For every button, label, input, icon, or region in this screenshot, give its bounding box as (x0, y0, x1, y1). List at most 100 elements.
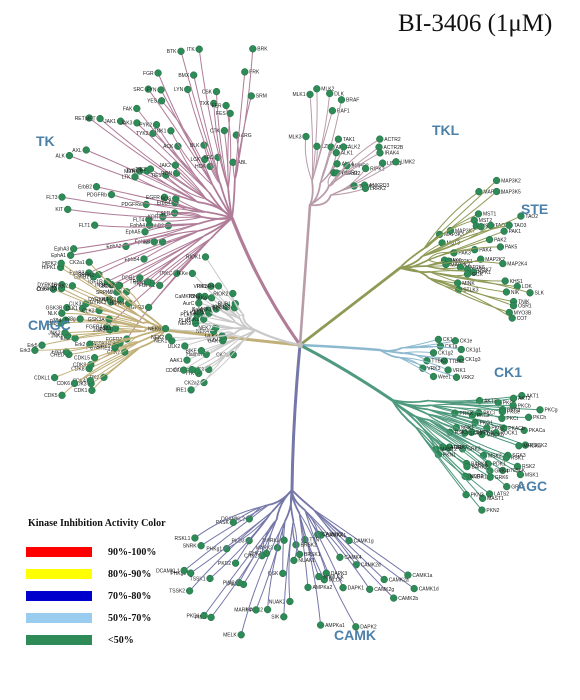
tree-branch (421, 224, 510, 257)
kinase-node (339, 584, 347, 592)
kinase-label: CTK (210, 128, 221, 134)
tree-branch (34, 336, 136, 351)
kinase-label: MSK1 (525, 472, 539, 478)
kinase-label: CLK4 (36, 287, 49, 293)
tree-branch (401, 345, 462, 350)
kinase-label: PKCg (545, 408, 558, 414)
tree-branch (311, 93, 331, 182)
kinase-label: PLK3 (180, 313, 192, 319)
tree-branch (398, 356, 457, 378)
kinase-node (144, 85, 152, 93)
kinase-label: EphB3 (69, 271, 84, 277)
tree-branch (427, 408, 488, 429)
kinase-label: DYRK2 (51, 284, 68, 290)
kinase-node (496, 243, 505, 251)
kinase-label: AXL (72, 148, 82, 154)
kinase-label: GRK7 (454, 445, 468, 451)
kinase-node (64, 205, 72, 214)
kinase-label: ErbB2 (78, 185, 92, 191)
kinase-label: TAK1 (343, 137, 355, 143)
kinase-label: AKT2 (518, 396, 531, 402)
kinase-label: PAK3 (458, 251, 471, 257)
kinase-node (58, 391, 66, 399)
kinase-label: BRSK2 (301, 543, 318, 549)
kinase-node (484, 460, 492, 468)
kinase-node (478, 430, 486, 439)
kinase-label: CAMK4 (344, 555, 361, 561)
tree-branch (309, 185, 330, 206)
kinase-label: ABL (238, 160, 248, 166)
tree-branch (68, 155, 199, 203)
kinase-label: ACK (163, 144, 174, 150)
kinase-node (190, 71, 198, 79)
kinase-node (404, 571, 412, 579)
kinase-node (57, 259, 65, 267)
kinase-node (451, 337, 459, 345)
kinase-node (494, 399, 502, 407)
kinase-label: BARK2 (472, 464, 489, 470)
tree-branch (399, 247, 425, 269)
kinase-label: DMPK1 (476, 430, 493, 436)
kinase-label: KHS1 (510, 279, 523, 285)
legend-item: <50% (26, 629, 166, 651)
group-label-tk: TK (36, 133, 55, 149)
kinase-label: NLK (48, 311, 58, 317)
kinase-node (499, 259, 507, 268)
kinase-label: KDR (148, 215, 159, 221)
kinase-node (339, 143, 348, 151)
tree-branch (88, 261, 143, 312)
kinase-label: Erk3 (20, 348, 31, 354)
kinase-node (286, 597, 294, 606)
kinase-label: PDGFRb (87, 192, 108, 198)
kinase-label: PAK4 (479, 248, 492, 254)
kinase-label: MAP3K5 (501, 189, 521, 195)
kinase-label: PKD1 (187, 613, 200, 619)
kinase-node (247, 92, 255, 100)
kinase-node (302, 132, 310, 141)
kinase-node (38, 341, 46, 349)
kinase-node (61, 316, 70, 324)
kinase-label: MLK3 (288, 134, 301, 140)
kinase-label: IRAK4 (385, 151, 400, 157)
tree-branch (414, 415, 489, 465)
kinase-node (70, 245, 78, 253)
kinase-node (206, 574, 214, 583)
kinase-label: PFTAIRE1 (92, 341, 116, 347)
tree-branch (89, 336, 136, 345)
kinase-node (444, 366, 452, 374)
kinase-node (361, 164, 370, 173)
kinase-label: CK1a (445, 344, 458, 350)
kinase-label: GRK2 (467, 447, 481, 453)
kinase-label: PKD2 (218, 561, 231, 567)
legend-swatch (26, 613, 92, 623)
kinase-label: PIM1 (227, 582, 239, 588)
kinase-node (410, 584, 418, 593)
tree-branch (429, 404, 473, 416)
kinase-label: LOK (522, 284, 533, 290)
kinase-label: PKCd (507, 407, 520, 413)
kinase-label: MARK4 (234, 608, 251, 614)
kinase-label: ALK (55, 153, 65, 159)
kinase-node (142, 200, 150, 209)
kinase-label: CDK9 (73, 363, 87, 369)
tree-branch (379, 349, 400, 359)
kinase-node (478, 494, 487, 502)
kinase-label: TSSK1 (190, 576, 206, 582)
kinase-label: NEK9 (178, 321, 191, 327)
kinase-node (313, 142, 321, 150)
kinase-label: CDK1 (74, 388, 88, 394)
tree-branch (267, 489, 293, 506)
kinase-label: PIK3R4 (197, 284, 214, 290)
kinase-label: Wee1 (438, 374, 451, 380)
kinase-label: CAMK1g (354, 538, 374, 544)
tree-branch (106, 237, 212, 328)
tree-branch (230, 216, 302, 347)
kinase-node (352, 623, 360, 631)
kinase-label: BTK (167, 49, 177, 55)
tree-branch (210, 519, 278, 618)
kinase-node (263, 605, 272, 614)
kinase-label: PEK (182, 368, 193, 374)
kinase-label: MAST2 (440, 447, 457, 453)
kinase-node (322, 569, 330, 577)
kinase-node (88, 386, 96, 395)
